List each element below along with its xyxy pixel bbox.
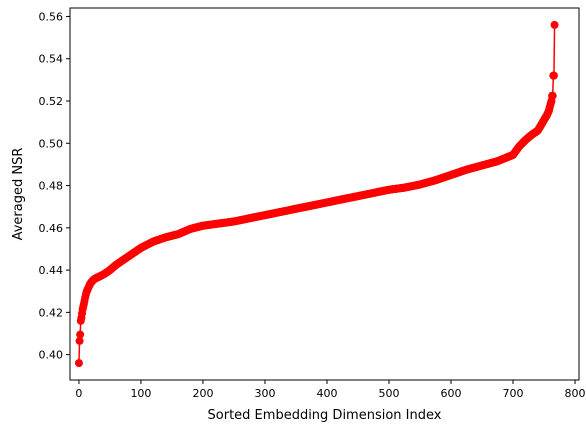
x-tick-label: 300	[254, 387, 275, 400]
y-tick-label: 0.52	[39, 95, 64, 108]
y-tick-label: 0.44	[39, 264, 64, 277]
y-tick-label: 0.54	[39, 53, 64, 66]
data-point	[74, 359, 83, 368]
data-point	[548, 91, 557, 100]
x-axis-ticks: 0 100 200 300 400 500 600 700 800	[75, 380, 586, 400]
y-tick-label: 0.42	[39, 306, 64, 319]
data-point	[75, 336, 84, 345]
x-tick-label: 200	[192, 387, 213, 400]
y-tick-label: 0.56	[39, 10, 64, 23]
plot-frame	[69, 7, 580, 381]
data-point	[550, 20, 559, 29]
x-tick-label: 100	[130, 387, 151, 400]
x-tick-label: 400	[316, 387, 337, 400]
x-tick-label: 500	[378, 387, 399, 400]
data-point	[549, 71, 558, 80]
x-tick-label: 700	[503, 387, 524, 400]
x-tick-label: 0	[75, 387, 82, 400]
data-point	[76, 330, 85, 339]
x-tick-label: 600	[441, 387, 462, 400]
plot-area	[70, 8, 579, 380]
y-axis-label: Averaged NSR	[11, 148, 26, 241]
y-tick-label: 0.40	[39, 349, 64, 362]
x-axis-label: Sorted Embedding Dimension Index	[208, 408, 442, 423]
y-tick-label: 0.46	[39, 222, 64, 235]
y-axis-ticks: 0.40 0.42 0.44 0.46 0.48 0.50 0.52 0.54 0.56	[39, 10, 70, 362]
y-tick-label: 0.50	[39, 137, 64, 150]
x-tick-label: 800	[565, 387, 586, 400]
y-tick-label: 0.48	[39, 180, 64, 193]
series-layer	[74, 20, 559, 368]
